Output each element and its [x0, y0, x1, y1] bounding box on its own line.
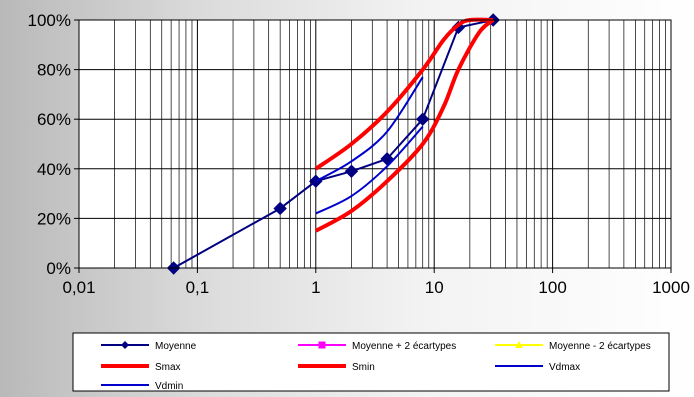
- y-tick-label: 40%: [37, 160, 71, 179]
- y-tick-label: 60%: [37, 110, 71, 129]
- legend-label-vdmax: Vdmax: [549, 362, 580, 373]
- y-tick-label: 20%: [37, 209, 71, 228]
- series-vdmax-line: [315, 76, 424, 183]
- legend-label-smax: Smax: [155, 362, 181, 373]
- x-tick-label: 0,1: [186, 278, 210, 297]
- series-moyenne-point: [344, 164, 359, 178]
- y-tick-label: 0%: [46, 259, 71, 278]
- legend: Moyenne Moyenne + 2 écartypes Moyenne - 2 …: [72, 332, 670, 392]
- minor-grid: [114, 20, 666, 268]
- series-vdmin-line: [315, 125, 424, 215]
- series-layer: [166, 13, 500, 275]
- legend-label-moyenne: Moyenne: [155, 341, 197, 352]
- y-axis-labels: 0% 20% 40% 60% 80% 100%: [28, 11, 71, 278]
- y-tick-label: 80%: [37, 61, 71, 80]
- legend-marker-moyenne-2-cartypes: [515, 341, 523, 348]
- series-moyenne-line: [173, 19, 494, 269]
- legend-label-vdmin: Vdmin: [155, 381, 183, 392]
- plot-frame: [78, 19, 672, 269]
- series-moyenne-point: [273, 201, 287, 216]
- legend-label-moyenne-2-cartypes: Moyenne + 2 écartypes: [352, 341, 456, 352]
- x-tick-label: 0,01: [62, 278, 95, 297]
- x-tick-label: 1: [311, 278, 320, 297]
- x-axis-labels: 0,01 0,1 1 10 100 1000: [62, 278, 689, 297]
- legend-marker-moyenne-2-cartypes: [318, 341, 326, 349]
- y-tick-label: 100%: [28, 11, 71, 30]
- x-tick-label: 100: [538, 278, 566, 297]
- legend-label-smin: Smin: [352, 362, 375, 373]
- x-tick-label: 10: [425, 278, 444, 297]
- legend-marker-moyenne: [121, 341, 129, 349]
- legend-label-moyenne-2-cartypes: Moyenne - 2 écartypes: [549, 341, 651, 352]
- series-smin-line: [314, 18, 495, 233]
- series-moyenne-point: [416, 112, 430, 126]
- legend-box: [72, 332, 670, 392]
- x-tick-label: 1000: [652, 278, 690, 297]
